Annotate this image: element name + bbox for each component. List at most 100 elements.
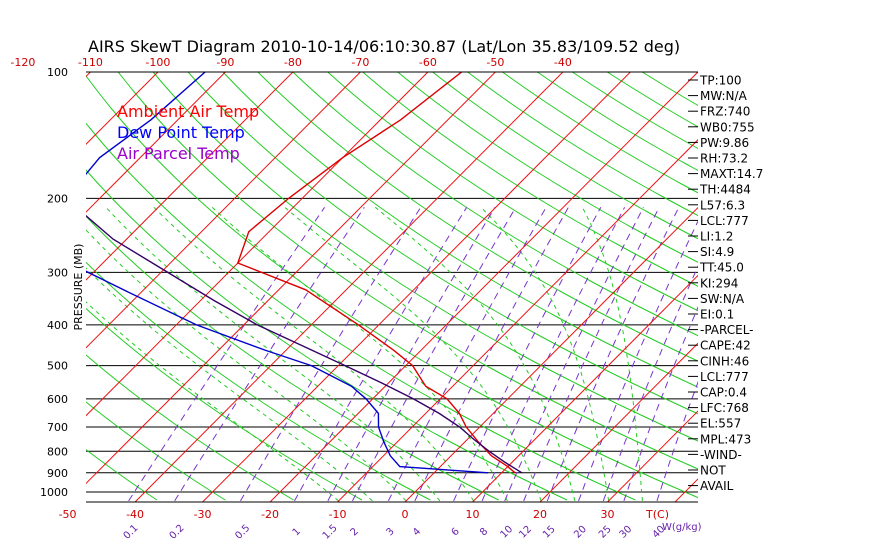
stability-index: TT:45.0: [699, 261, 744, 275]
pressure-tick-label: 200: [47, 192, 68, 205]
mixing-ratio-line: [453, 207, 602, 502]
mixing-ratio-label: 12: [517, 524, 534, 541]
pressure-tick-label: 800: [47, 445, 68, 458]
stability-index: PW:9.86: [700, 136, 749, 150]
pressure-tick-label: 300: [47, 266, 68, 279]
mixing-ratio-label: 0.2: [168, 523, 187, 542]
moist-adiabat: [211, 206, 508, 502]
top-temp-tick-label: -110: [78, 56, 103, 69]
isotherm: [810, 72, 870, 502]
dry-adiabat: [86, 215, 499, 501]
stability-index: MAXT:14.7: [700, 167, 763, 181]
moist-adiabat: [86, 301, 339, 502]
isotherm: [86, 72, 294, 281]
mixing-ratio-line: [174, 207, 365, 502]
stability-index: SI:4.9: [700, 245, 734, 259]
bottom-temp-tick-label: -10: [329, 508, 347, 521]
stability-index: TH:4484: [699, 183, 751, 197]
stability-index: CINH:46: [700, 354, 749, 368]
dry-adiabat: [86, 401, 226, 501]
mixing-ratio-line: [128, 207, 326, 502]
isotherm: [86, 72, 226, 213]
mixing-ratio-line: [481, 207, 626, 502]
dry-adiabat: [117, 72, 698, 470]
dry-adiabat: [86, 307, 363, 501]
stability-index: KI:294: [700, 276, 738, 290]
mixing-ratio-line: [387, 207, 547, 502]
stability-index: -WIND-: [700, 448, 742, 462]
dry-adiabat: [397, 72, 698, 263]
isotherm: [86, 72, 159, 145]
mixing-ratio-label: 1.5: [321, 523, 340, 542]
mixing-ratio-line: [414, 207, 569, 502]
top-temp-tick-label: -120: [10, 56, 35, 69]
moist-adiabat: [374, 206, 576, 502]
stability-index: CAP:0.4: [700, 386, 747, 400]
stability-index: NOT: [700, 464, 726, 478]
mixing-ratio-line: [602, 265, 698, 502]
moist-adiabat: [153, 206, 475, 502]
stability-index: L57:6.3: [700, 198, 745, 212]
moist-adiabat: [86, 267, 373, 502]
pressure-tick-label: 600: [47, 393, 68, 406]
isotherm: [202, 72, 631, 502]
isotherm: [337, 139, 698, 502]
dry-adiabat: [86, 261, 431, 501]
bottom-temp-tick-label: -50: [59, 508, 77, 521]
stability-index: LFC:768: [700, 401, 749, 415]
mixing-ratio-label: 2: [349, 526, 361, 538]
stability-index: LI:1.2: [700, 230, 733, 244]
legend-entry: Dew Point Temp: [117, 123, 245, 142]
isotherm: [86, 72, 496, 485]
dry-adiabat: [86, 354, 294, 501]
moist-adiabat: [284, 206, 542, 502]
mixing-ratio-label: 10: [498, 524, 515, 541]
mixing-ratio-line: [546, 207, 680, 502]
isotherm: [472, 274, 698, 502]
mixing-ratio-label: 6: [450, 526, 462, 538]
bottom-temp-tick-label: -30: [194, 508, 212, 521]
mixing-ratio-label: 0.1: [122, 523, 141, 542]
moist-adiabat: [581, 207, 643, 501]
mixing-ratio-label: 25: [597, 524, 614, 541]
isotherm: [86, 72, 429, 417]
legend-entry: Ambient Air Temp: [117, 102, 259, 121]
mixing-ratio-line: [352, 207, 517, 502]
pressure-tick-label: 1000: [40, 486, 68, 499]
isotherm: [539, 342, 698, 502]
bottom-temp-tick-label: -20: [261, 508, 279, 521]
stability-index: WB0:755: [700, 120, 755, 134]
dry-adiabat: [502, 72, 698, 194]
stability-index: EI:0.1: [700, 308, 734, 322]
dry-adiabat: [432, 72, 698, 240]
dry-adiabat: [86, 122, 636, 501]
stability-index: RH:73.2: [700, 152, 748, 166]
stability-index: AVAIL: [700, 479, 734, 493]
pressure-tick-label: 700: [47, 421, 68, 434]
series-air-parcel-temp: [86, 214, 523, 474]
dry-adiabat: [327, 72, 698, 312]
mixing-ratio-label: 3: [385, 526, 397, 538]
mixing-ratio-label: 30: [618, 524, 635, 541]
isotherm: [404, 206, 698, 502]
stability-index: SW:N/A: [700, 292, 745, 306]
stability-index: LCL:777: [700, 214, 749, 228]
isotherm: [269, 72, 698, 502]
dry-adiabat: [572, 72, 698, 150]
mixing-ratio-label: 0.5: [233, 523, 252, 542]
dry-adiabat: [222, 72, 698, 388]
isotherm: [743, 72, 870, 502]
bottom-temp-tick-label: 20: [533, 508, 547, 521]
mixing-ratio-label: 15: [541, 524, 558, 541]
stability-index: -PARCEL-: [700, 323, 754, 337]
isotherm: [134, 72, 564, 502]
dry-adiabat: [467, 72, 698, 217]
top-temp-tick-label: -40: [554, 56, 572, 69]
bottom-temp-tick-label: -40: [126, 508, 144, 521]
mixing-ratio-line: [504, 207, 644, 502]
mixing-ratio-label: 8: [478, 526, 490, 538]
mixing-ratio-line: [294, 207, 468, 502]
chart-title: AIRS SkewT Diagram 2010-10-14/06:10:30.8…: [88, 37, 680, 56]
top-temp-tick-label: -70: [351, 56, 369, 69]
